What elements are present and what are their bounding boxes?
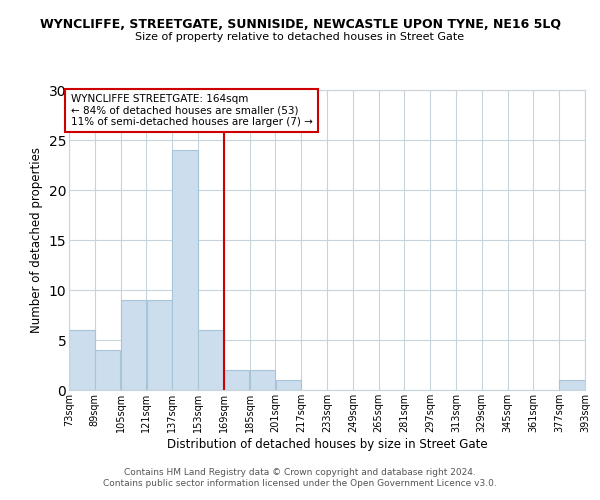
Bar	[95, 350, 121, 390]
X-axis label: Distribution of detached houses by size in Street Gate: Distribution of detached houses by size …	[167, 438, 487, 450]
Bar	[146, 300, 172, 390]
Bar	[250, 370, 275, 390]
Y-axis label: Number of detached properties: Number of detached properties	[30, 147, 43, 333]
Bar	[559, 380, 585, 390]
Bar	[198, 330, 224, 390]
Bar	[69, 330, 95, 390]
Bar	[275, 380, 301, 390]
Bar	[172, 150, 198, 390]
Text: WYNCLIFFE, STREETGATE, SUNNISIDE, NEWCASTLE UPON TYNE, NE16 5LQ: WYNCLIFFE, STREETGATE, SUNNISIDE, NEWCAS…	[40, 18, 560, 30]
Bar	[224, 370, 250, 390]
Text: Size of property relative to detached houses in Street Gate: Size of property relative to detached ho…	[136, 32, 464, 42]
Bar	[121, 300, 146, 390]
Text: Contains HM Land Registry data © Crown copyright and database right 2024.
Contai: Contains HM Land Registry data © Crown c…	[103, 468, 497, 487]
Text: WYNCLIFFE STREETGATE: 164sqm
← 84% of detached houses are smaller (53)
11% of se: WYNCLIFFE STREETGATE: 164sqm ← 84% of de…	[71, 94, 313, 127]
